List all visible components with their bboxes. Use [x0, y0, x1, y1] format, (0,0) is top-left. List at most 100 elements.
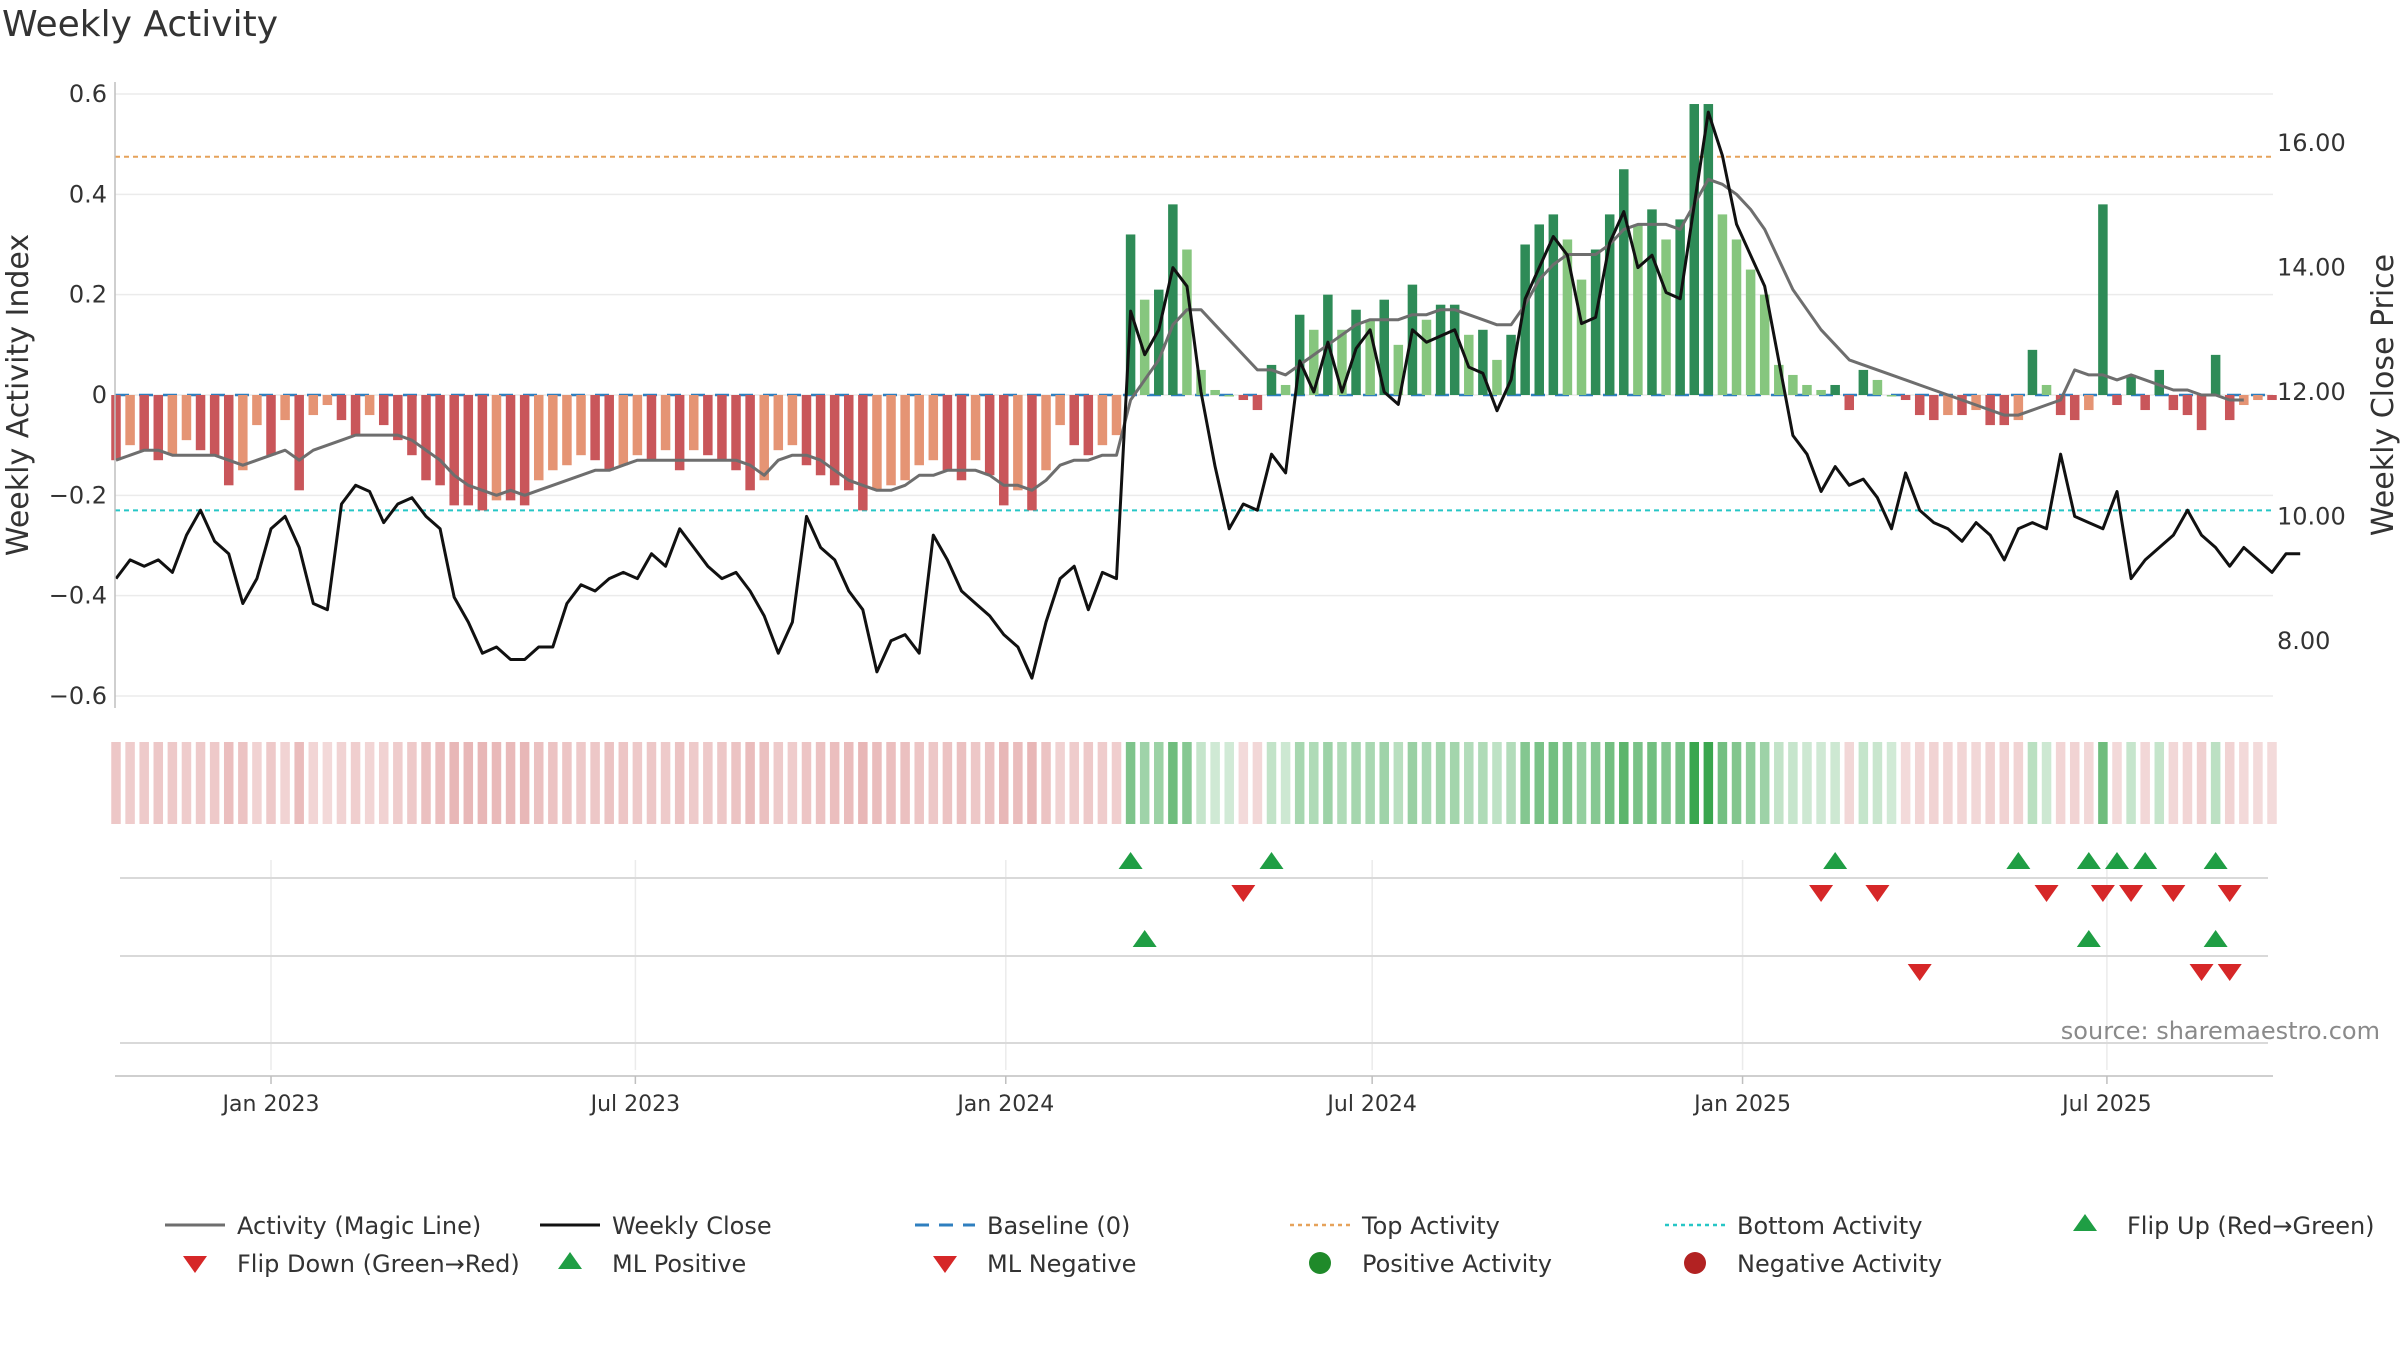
- legend-label: ML Negative: [987, 1250, 1136, 1278]
- activity-bar: [928, 395, 939, 461]
- activity-bar: [1168, 204, 1178, 395]
- activity-bar: [421, 395, 431, 481]
- activity-bar: [252, 395, 262, 426]
- activity-bar: [322, 395, 333, 406]
- heat-strip-cell: [914, 742, 924, 824]
- flip-up-marker: [2006, 852, 2031, 869]
- activity-bar: [1407, 284, 1418, 395]
- heat-strip-cell: [1914, 742, 1925, 824]
- activity-bar: [1435, 304, 1446, 395]
- heat-strip-cell: [984, 742, 995, 824]
- heat-strip-cell: [970, 742, 981, 824]
- activity-bar: [2098, 204, 2108, 395]
- heat-strip-cell: [844, 742, 854, 824]
- heat-strip-cell: [322, 742, 333, 824]
- y-tick-label: −0.6: [49, 682, 107, 710]
- heat-strip-cell: [1139, 742, 1150, 824]
- flip-down-marker: [2090, 885, 2115, 902]
- heat-strip-cell: [1407, 742, 1418, 824]
- heat-strip-cell: [1886, 742, 1897, 824]
- activity-bar: [167, 395, 178, 456]
- heat-strip-cell: [1731, 742, 1742, 824]
- activity-heat-strip: [111, 742, 2277, 824]
- heat-strip-cell: [1041, 742, 1051, 824]
- activity-bar: [1872, 379, 1883, 395]
- y-axis-title: Weekly Activity Index: [1, 234, 36, 556]
- heat-strip-cell: [1027, 742, 1037, 824]
- activity-bar: [435, 395, 445, 486]
- legend-item: Positive Activity: [1309, 1250, 1552, 1278]
- activity-bar: [829, 395, 840, 486]
- activity-bar: [2168, 395, 2179, 411]
- heat-strip-cell: [1633, 742, 1643, 824]
- heat-strip-cell: [942, 742, 953, 824]
- right-tick-label: 10.00: [2277, 502, 2346, 530]
- heat-strip-cell: [2239, 742, 2249, 824]
- heat-strip-cell: [1943, 742, 1953, 824]
- activity-bar: [364, 395, 375, 416]
- heat-strip-cell: [1534, 742, 1544, 824]
- activity-bar: [1379, 299, 1389, 395]
- legend-label: ML Positive: [612, 1250, 746, 1278]
- heat-strip-cell: [294, 742, 304, 824]
- activity-bar: [238, 395, 248, 471]
- ml-positive-marker: [2076, 930, 2101, 947]
- activity-bar: [872, 395, 882, 491]
- activity-bar: [1689, 104, 1699, 395]
- activity-bar: [1548, 214, 1559, 395]
- activity-bar: [1703, 104, 1714, 395]
- activity-bar: [1294, 314, 1305, 395]
- heat-strip-cell: [1576, 742, 1587, 824]
- flip-up-marker: [1118, 852, 1143, 869]
- activity-bar: [463, 395, 474, 506]
- activity-bar: [2084, 395, 2094, 411]
- heat-strip-cell: [1097, 742, 1108, 824]
- heat-strip-cell: [1252, 742, 1263, 824]
- activity-bar: [815, 395, 826, 476]
- source-label: source: sharemaestro.com: [2061, 1017, 2380, 1045]
- heat-strip-cell: [872, 742, 882, 824]
- legend-item: Flip Down (Green→Red): [183, 1250, 520, 1278]
- activity-bar: [1210, 389, 1220, 395]
- weekly-close-series: [114, 110, 2301, 680]
- activity-bar: [491, 395, 502, 501]
- activity-bar: [223, 395, 234, 486]
- activity-bar: [731, 395, 741, 471]
- heat-strip-cell: [1929, 742, 1939, 824]
- heat-strip-cell: [1379, 742, 1389, 824]
- activity-bar: [519, 395, 530, 506]
- activity-bar: [1154, 289, 1164, 395]
- ml-negative-marker: [2217, 964, 2242, 981]
- activity-bar: [1027, 395, 1037, 511]
- heat-strip-cell: [336, 742, 347, 824]
- right-axis-title: Weekly Close Price: [2366, 254, 2400, 536]
- date-tick-label: Jan 2025: [1692, 1092, 1791, 1117]
- activity-bar: [1013, 395, 1023, 491]
- activity-bar: [604, 395, 614, 471]
- activity-bars: [111, 104, 2277, 511]
- activity-bar: [576, 395, 586, 456]
- heat-strip-cell: [1562, 742, 1573, 824]
- flip-down-marker: [1231, 885, 1256, 902]
- legend-swatch: [183, 1256, 207, 1273]
- series-lines: [114, 110, 2301, 680]
- legend-label: Positive Activity: [1362, 1250, 1552, 1278]
- activity-bar: [111, 395, 121, 461]
- heat-strip-cell: [1774, 742, 1784, 824]
- activity-bar: [2055, 395, 2066, 416]
- heat-strip-cell: [195, 742, 206, 824]
- heat-strip-cell: [1590, 742, 1601, 824]
- legend-label: Baseline (0): [987, 1212, 1130, 1240]
- heat-strip-cell: [223, 742, 234, 824]
- activity-bar: [590, 395, 600, 461]
- activity-bar: [350, 395, 361, 436]
- legend-item: ML Negative: [933, 1250, 1136, 1278]
- activity-bar: [195, 395, 206, 451]
- heat-strip-cell: [435, 742, 445, 824]
- legend-label: Top Activity: [1361, 1212, 1500, 1240]
- heat-strip-cell: [125, 742, 135, 824]
- activity-bar: [533, 395, 544, 481]
- heat-strip-cell: [1280, 742, 1291, 824]
- activity-bar: [2112, 395, 2122, 406]
- heat-strip-cell: [1294, 742, 1305, 824]
